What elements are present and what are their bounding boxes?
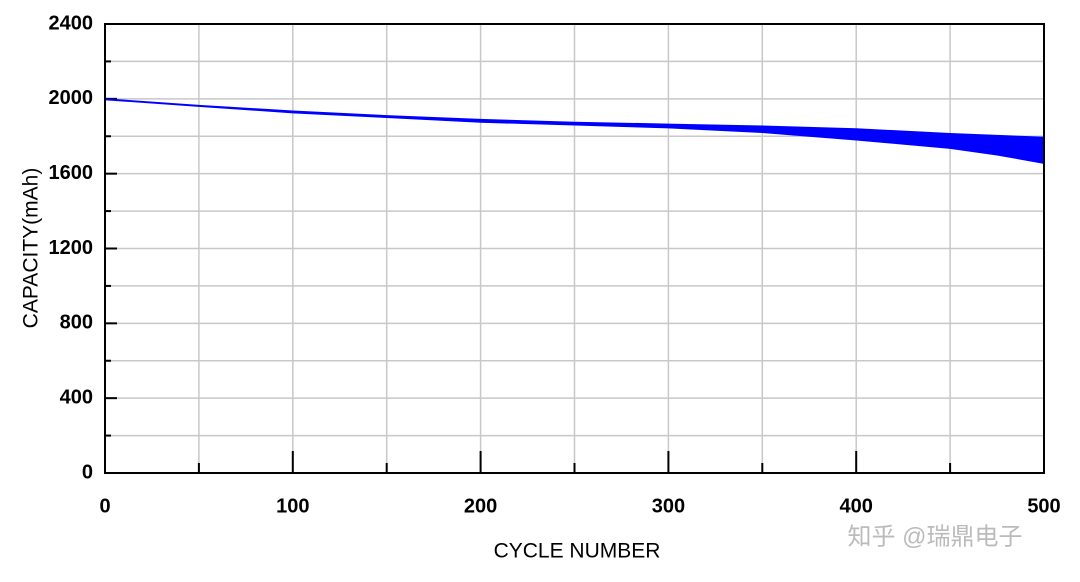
- y-tick-label: 400: [60, 386, 93, 408]
- x-tick-label: 100: [276, 495, 309, 517]
- y-tick-label: 0: [82, 461, 93, 483]
- x-axis-label: CYCLE NUMBER: [494, 540, 661, 563]
- y-tick-label: 2000: [49, 87, 94, 109]
- y-tick-label: 800: [60, 312, 93, 334]
- x-tick-label: 0: [99, 495, 110, 517]
- plot-frame: [104, 23, 1045, 474]
- y-axis-label: CAPACITY(mAh): [20, 168, 43, 329]
- x-tick-label: 500: [1027, 495, 1060, 517]
- x-tick-label: 200: [464, 495, 497, 517]
- y-tick-label: 1200: [49, 237, 94, 259]
- y-tick-label: 1600: [49, 162, 94, 184]
- x-tick-label: 400: [840, 495, 873, 517]
- y-tick-label: 2400: [49, 12, 94, 34]
- x-tick-label: 300: [652, 495, 685, 517]
- watermark: 知乎 @瑞鼎电子: [847, 523, 1022, 550]
